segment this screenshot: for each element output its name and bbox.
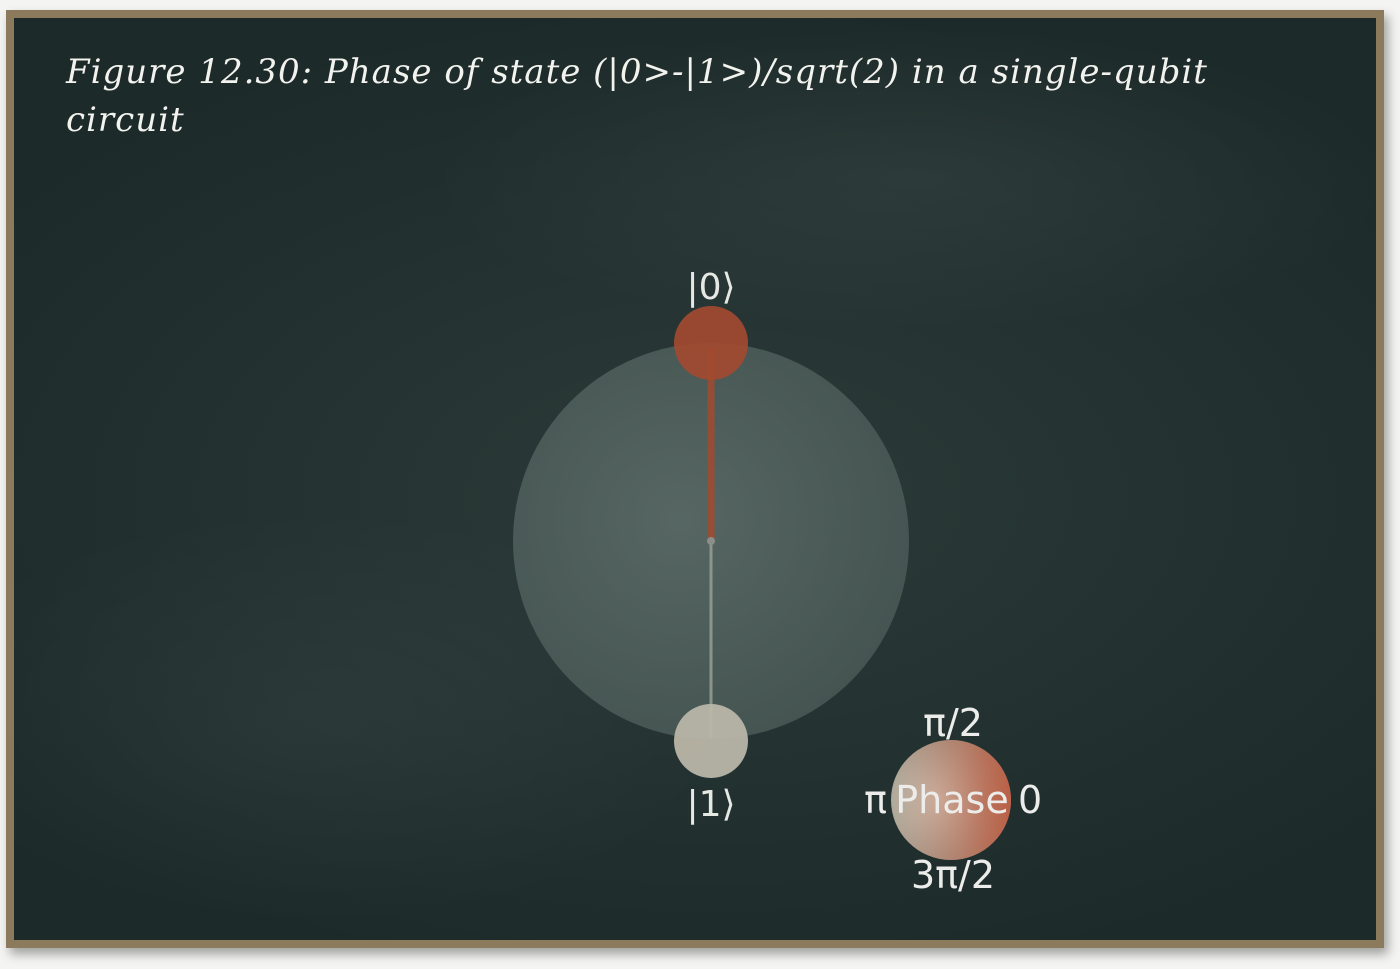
qsphere-diagram: |0⟩ |1⟩ π/2 π Phase 0 3π/2 xyxy=(513,267,1042,897)
phase-legend: π/2 π Phase 0 3π/2 xyxy=(864,701,1042,897)
state-0-label: |0⟩ xyxy=(686,267,735,308)
state-1-marker xyxy=(674,704,748,778)
chalkboard: Figure 12.30: Phase of state (|0>-|1>)/s… xyxy=(14,18,1376,940)
phase-label-top: π/2 xyxy=(923,701,983,745)
figure-title: Figure 12.30: Phase of state (|0>-|1>)/s… xyxy=(66,52,1208,140)
phase-label-bottom: 3π/2 xyxy=(911,853,995,897)
chalkboard-frame: Figure 12.30: Phase of state (|0>-|1>)/s… xyxy=(6,10,1384,948)
phase-label-center: Phase xyxy=(895,778,1008,822)
state-0-marker xyxy=(674,306,748,380)
sphere-center-point xyxy=(707,537,715,545)
phase-wheel-zero-hue xyxy=(891,740,1011,860)
state-1-label: |1⟩ xyxy=(686,784,735,825)
phase-label-right: 0 xyxy=(1018,778,1042,822)
phase-label-left: π xyxy=(864,778,887,822)
